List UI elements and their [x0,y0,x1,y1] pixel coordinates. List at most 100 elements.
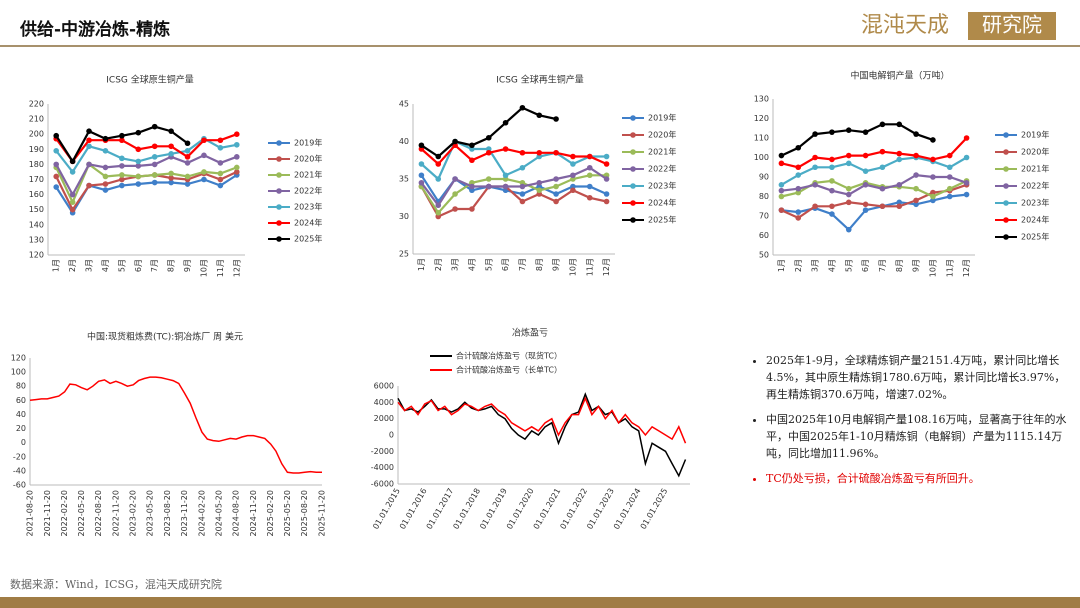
point [879,121,886,128]
x-tick-label: 1月 [777,259,786,272]
point [168,175,174,181]
legend-marker [276,204,282,210]
point [102,148,109,154]
point [102,187,109,193]
point [184,181,191,187]
point [151,143,158,150]
point [963,180,970,186]
x-tick-label: 10月 [928,259,937,277]
point [778,193,785,200]
legend-marker [630,115,636,121]
y-tick-label: 40 [16,410,26,419]
legend-label: 合计硫酸冶炼盈亏（现货TC） [456,351,562,361]
x-tick-label: 2024-05-20 [214,490,223,537]
y-tick-label: 40 [399,137,409,146]
legend-marker [276,220,282,226]
x-tick-label: 9月 [183,259,192,272]
point [485,176,492,182]
legend-label: 2019年 [648,113,676,123]
series-line [780,183,967,220]
series-line [420,166,608,208]
y-tick-label: -20 [13,452,26,461]
y-tick-label: 25 [399,250,409,259]
point [845,226,852,233]
y-tick-label: 0 [389,431,394,440]
y-tick-label: 80 [16,382,26,391]
point [896,150,903,157]
point [233,169,240,175]
series-line [29,376,322,474]
point [168,128,174,134]
x-tick-label: 2024-11-20 [249,490,258,537]
point [913,201,919,208]
x-tick-label: 2023-11-20 [180,490,189,537]
point [812,164,818,171]
x-tick-label: 01.01.2022 [558,487,589,531]
y-tick-label: 110 [754,134,769,143]
point [53,184,60,190]
point [829,187,835,194]
point [119,182,125,189]
point [86,137,92,144]
bullet: TC仍处亏损，合计硫酸冶炼盈亏有所回升。 [766,470,1076,487]
legend-marker [630,183,636,189]
point [778,160,785,167]
legend-label: 2022年 [294,186,322,196]
point [930,174,936,180]
point [586,164,593,171]
y-tick-label: 200 [29,130,44,139]
point [53,148,60,154]
point [418,161,425,167]
x-tick-label: 01.01.2021 [532,487,563,531]
point [930,193,936,200]
point [519,164,526,171]
point [135,173,142,180]
x-tick-label: 2月 [434,258,443,271]
footer-bar [0,597,1080,608]
point [812,154,818,161]
x-tick-label: 3月 [811,259,820,272]
legend-marker [630,217,636,223]
point [553,198,559,205]
y-tick-label: 4000 [374,398,394,407]
point [586,183,593,190]
x-tick-label: 2022-02-20 [60,490,69,537]
x-tick-label: 2022-08-20 [94,490,103,537]
legend-label: 2025年 [1021,232,1049,242]
point [485,134,492,141]
point [151,172,158,178]
point [418,142,425,149]
x-tick-label: 5月 [484,258,493,271]
point [795,185,802,192]
point [553,191,559,197]
x-tick-label: 2月 [794,259,803,272]
y-tick-label: -60 [13,481,26,490]
x-tick-label: 2024-08-20 [232,490,241,537]
chart-title: ICSG 全球再生铜产量 [496,74,584,86]
point [469,142,475,149]
y-tick-label: 160 [29,190,44,199]
x-tick-label: 10月 [568,258,577,276]
legend-label: 2024年 [294,218,322,228]
x-tick-label: 2022-05-20 [77,490,86,537]
legend-label: 合计硫酸冶炼盈亏（长单TC） [456,365,562,375]
point [233,131,240,137]
x-tick-label: 1月 [52,259,61,272]
point [862,129,869,135]
point [452,176,458,182]
bullet: 中国2025年10月电解铜产量108.16万吨，显著高于往年的水平，中国2025… [766,411,1076,462]
legend-label: 2022年 [1021,181,1049,191]
x-tick-label: 9月 [912,259,921,272]
point [553,149,559,156]
x-tick-label: 01.01.2020 [505,487,536,531]
legend-label: 2022年 [648,164,676,174]
point [862,207,869,213]
legend-marker [630,132,636,138]
x-tick-label: 11月 [585,258,594,276]
y-tick-label: 70 [759,212,769,221]
point [778,152,785,159]
point [896,156,903,163]
point [778,187,785,194]
point [829,129,835,135]
point [879,203,886,210]
